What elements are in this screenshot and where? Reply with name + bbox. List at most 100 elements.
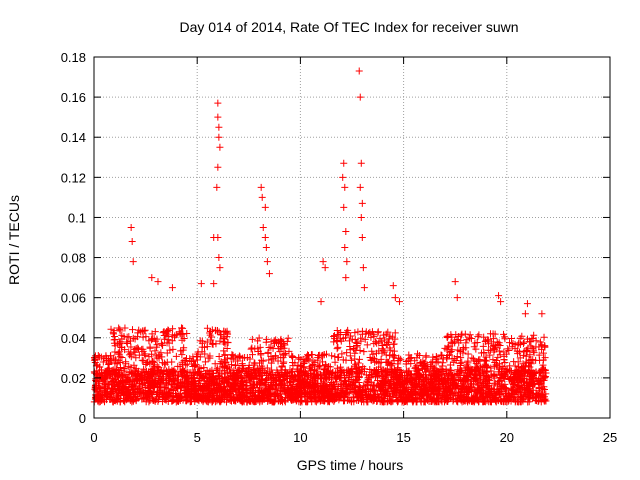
data-point — [115, 324, 123, 332]
data-point — [143, 375, 151, 383]
data-point — [343, 328, 351, 336]
data-point — [475, 366, 483, 374]
data-point — [375, 393, 383, 401]
data-point — [401, 387, 409, 395]
data-point — [367, 368, 375, 376]
data-point — [380, 382, 388, 390]
data-point — [271, 385, 279, 393]
data-point — [135, 326, 143, 334]
data-point — [283, 337, 291, 345]
data-point — [476, 370, 484, 378]
data-point — [438, 351, 446, 359]
data-point — [439, 355, 447, 363]
data-point — [208, 391, 216, 399]
data-point — [114, 340, 122, 348]
data-point — [164, 336, 172, 344]
data-point — [442, 383, 450, 391]
data-point — [163, 349, 171, 357]
data-point — [118, 331, 126, 339]
x-axis-label: GPS time / hours — [297, 457, 404, 473]
data-point — [430, 367, 438, 375]
data-point — [148, 274, 156, 282]
data-point — [525, 398, 533, 406]
data-point — [202, 387, 210, 395]
data-point — [391, 329, 399, 337]
data-point — [357, 213, 365, 221]
data-point — [486, 389, 494, 397]
data-point — [353, 339, 361, 347]
data-point — [515, 339, 523, 347]
data-point — [276, 382, 284, 390]
data-point — [120, 367, 128, 375]
data-point — [384, 338, 392, 346]
data-point — [486, 351, 494, 359]
data-point — [382, 330, 390, 338]
data-point — [343, 384, 351, 392]
data-point — [450, 391, 458, 399]
data-point — [208, 333, 216, 341]
data-point — [247, 369, 255, 377]
data-point — [216, 388, 224, 396]
data-point — [288, 352, 296, 360]
data-point — [355, 390, 363, 398]
data-point — [234, 357, 242, 365]
data-point — [216, 264, 224, 272]
data-point — [317, 382, 325, 390]
data-point — [237, 374, 245, 382]
data-point — [383, 398, 391, 406]
data-point — [194, 348, 202, 356]
data-point — [333, 390, 341, 398]
data-point — [210, 280, 218, 288]
data-point — [475, 331, 483, 339]
data-point — [281, 341, 289, 349]
data-point — [97, 353, 105, 361]
data-point — [328, 393, 336, 401]
data-point — [105, 381, 113, 389]
data-point — [536, 394, 544, 402]
data-point — [310, 393, 318, 401]
data-point — [276, 348, 284, 356]
data-point — [323, 367, 331, 375]
data-point — [397, 368, 405, 376]
data-point — [458, 358, 466, 366]
data-point — [537, 366, 545, 374]
data-point — [427, 359, 435, 367]
data-point — [439, 359, 447, 367]
data-point — [304, 372, 312, 380]
y-tick-label: 0.18 — [61, 50, 86, 65]
data-point — [326, 363, 334, 371]
data-point — [300, 367, 308, 375]
data-point — [91, 383, 99, 391]
data-point — [383, 371, 391, 379]
data-point — [249, 384, 257, 392]
data-point — [180, 334, 188, 342]
data-point — [116, 353, 124, 361]
data-point — [311, 373, 319, 381]
data-point — [127, 350, 135, 358]
data-point — [339, 388, 347, 396]
x-tick-label: 10 — [293, 430, 307, 445]
data-point — [213, 183, 221, 191]
data-point — [191, 368, 199, 376]
data-point — [518, 369, 526, 377]
data-point — [302, 397, 310, 405]
data-point — [522, 378, 530, 386]
data-point — [394, 380, 402, 388]
data-points — [90, 67, 550, 406]
data-point — [221, 374, 229, 382]
data-point — [489, 356, 497, 364]
data-point — [182, 361, 190, 369]
data-point — [123, 340, 131, 348]
data-point — [259, 223, 267, 231]
data-point — [404, 378, 412, 386]
data-point — [424, 387, 432, 395]
data-point — [538, 310, 546, 318]
data-point — [123, 333, 131, 341]
data-point — [445, 342, 453, 350]
data-point — [215, 353, 223, 361]
data-point — [483, 373, 491, 381]
data-point — [322, 361, 330, 369]
data-point — [251, 372, 259, 380]
data-point — [530, 349, 538, 357]
data-point — [116, 325, 124, 333]
